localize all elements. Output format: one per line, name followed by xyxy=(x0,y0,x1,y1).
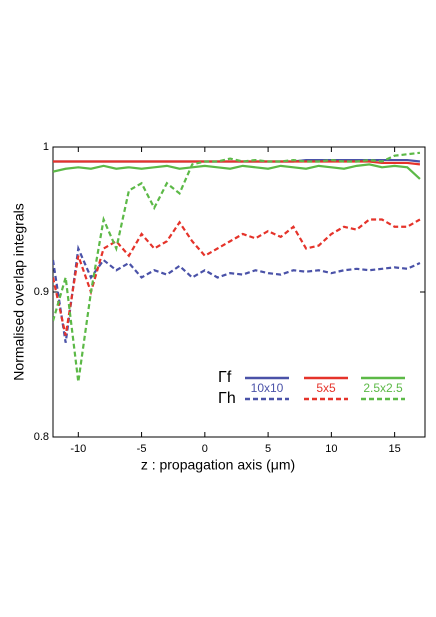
x-tick-label: 10 xyxy=(325,443,337,455)
legend-row-label: Γh xyxy=(218,390,236,407)
x-tick-label: -10 xyxy=(70,443,86,455)
x-tick-label: -5 xyxy=(137,443,147,455)
legend-row-label: Γf xyxy=(218,369,232,386)
x-tick-label: 0 xyxy=(202,443,208,455)
legend-label: 10x10 xyxy=(251,381,284,395)
y-tick-label: 0.9 xyxy=(34,286,49,298)
x-axis-label: z : propagation axis (μm) xyxy=(141,457,295,473)
legend-label: 5x5 xyxy=(316,381,336,395)
x-tick-label: 5 xyxy=(265,443,271,455)
y-tick-label: 0.8 xyxy=(34,431,49,443)
series-line xyxy=(53,218,421,336)
legend-label: 2.5x2.5 xyxy=(363,381,403,395)
series-line xyxy=(53,163,421,180)
x-tick-label: 15 xyxy=(389,443,401,455)
y-tick-label: 1 xyxy=(43,141,49,153)
series-line xyxy=(53,244,421,343)
y-axis-label: Normalised overlap integrals xyxy=(11,203,27,380)
series-line xyxy=(53,151,421,383)
